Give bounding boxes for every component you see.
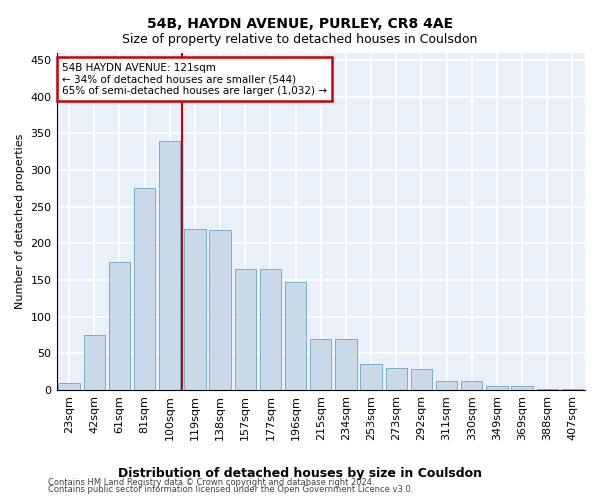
- Bar: [386, 368, 407, 390]
- Bar: [562, 388, 583, 390]
- Bar: [235, 269, 256, 390]
- Text: 54B HAYDN AVENUE: 121sqm
← 34% of detached houses are smaller (544)
65% of semi-: 54B HAYDN AVENUE: 121sqm ← 34% of detach…: [62, 62, 327, 96]
- Bar: [58, 382, 80, 390]
- Bar: [184, 228, 206, 390]
- Y-axis label: Number of detached properties: Number of detached properties: [15, 134, 25, 309]
- Bar: [335, 338, 356, 390]
- Bar: [260, 269, 281, 390]
- Text: Size of property relative to detached houses in Coulsdon: Size of property relative to detached ho…: [122, 32, 478, 46]
- Bar: [159, 140, 181, 390]
- Text: Distribution of detached houses by size in Coulsdon: Distribution of detached houses by size …: [118, 468, 482, 480]
- Bar: [361, 364, 382, 390]
- Text: 54B, HAYDN AVENUE, PURLEY, CR8 4AE: 54B, HAYDN AVENUE, PURLEY, CR8 4AE: [147, 18, 453, 32]
- Bar: [209, 230, 231, 390]
- Bar: [310, 338, 331, 390]
- Bar: [285, 282, 307, 390]
- Bar: [436, 381, 457, 390]
- Bar: [486, 386, 508, 390]
- Bar: [83, 335, 105, 390]
- Bar: [411, 370, 432, 390]
- Bar: [536, 388, 558, 390]
- Bar: [134, 188, 155, 390]
- Bar: [109, 262, 130, 390]
- Bar: [461, 381, 482, 390]
- Text: Contains public sector information licensed under the Open Government Licence v3: Contains public sector information licen…: [48, 486, 413, 494]
- Bar: [511, 386, 533, 390]
- Text: Contains HM Land Registry data © Crown copyright and database right 2024.: Contains HM Land Registry data © Crown c…: [48, 478, 374, 487]
